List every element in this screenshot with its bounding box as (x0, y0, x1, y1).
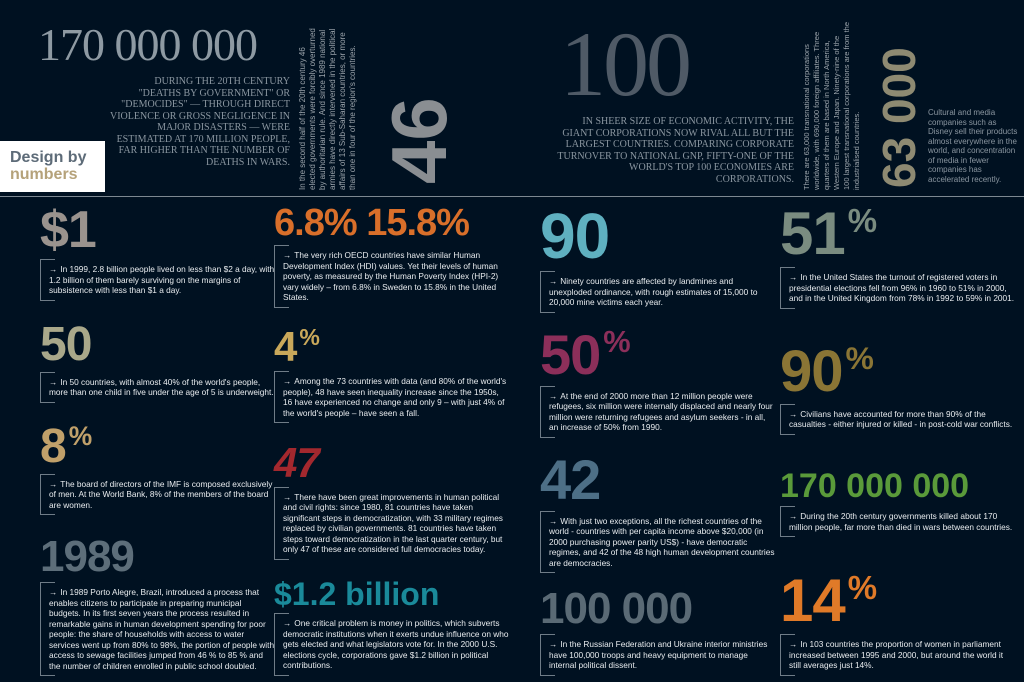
fact-figure: $1 (40, 201, 97, 259)
logo-line1: Design by (10, 149, 87, 166)
fact-note: → The very rich OECD countries have simil… (274, 245, 509, 308)
fact-note: → The board of directors of the IMF is co… (40, 473, 275, 515)
facts-column-3: 90 → Ninety countries are affected by lan… (540, 204, 775, 676)
arrow-icon: → (49, 264, 58, 274)
fact-note: → Among the 73 countries with data (and 8… (274, 371, 509, 424)
fact-card: 6.8% 15.8% → The very rich OECD countries… (274, 204, 509, 308)
transnationals-figure: 63 000 (873, 47, 925, 188)
fact-card: 90% → Civilians have accounted for more t… (780, 338, 1015, 435)
fact-note: → There have been great improvements in h… (274, 486, 509, 560)
fact-figure: 6.8% 15.8% (274, 202, 470, 244)
fact-note: → One critical problem is money in politi… (274, 613, 509, 676)
fact-figure: 90 (540, 200, 610, 272)
fact-note: → Ninety countries are affected by landmi… (540, 271, 775, 313)
deaths-text: During the 20th century "deaths by gover… (110, 76, 290, 168)
fact-card: 4% → Among the 73 countries with data (an… (274, 323, 509, 424)
arrow-icon: → (49, 376, 58, 387)
arrow-icon: → (283, 491, 292, 502)
fact-figure: 170 000 000 (780, 467, 970, 506)
arrow-icon: → (283, 250, 292, 260)
fact-card: 1989 → In 1989 Porto Alegre, Brazil, intr… (40, 535, 275, 676)
fact-card: 90 → Ninety countries are affected by lan… (540, 204, 775, 313)
fact-figure: $1.2 billion (274, 576, 440, 613)
arrow-icon: → (549, 515, 558, 526)
fact-card: 51% → In the United States the turnout of… (780, 204, 1015, 309)
fact-card: 170 000 000 → During the 20th century gov… (780, 467, 1015, 538)
divider (0, 196, 1024, 197)
arrow-icon: → (789, 272, 798, 282)
arrow-icon: → (49, 478, 58, 489)
logo-line2: numbers (10, 166, 78, 183)
fact-note: → During the 20th century governments kil… (780, 506, 1015, 538)
coups-text: In the second half of the 20th century 4… (298, 28, 357, 190)
arrow-icon: → (549, 276, 558, 286)
fact-figure: 51% (780, 200, 877, 267)
facts-column-1: $1 → In 1999, 2.8 billion people lived on… (40, 204, 275, 676)
fact-figure: 4% (274, 323, 320, 371)
fact-note: → In the United States the turnout of reg… (780, 267, 1015, 309)
arrow-icon: → (283, 376, 292, 387)
arrow-icon: → (283, 618, 292, 629)
logo: Design by numbers (0, 141, 105, 192)
fact-note: → In the Russian Federation and Ukraine i… (540, 634, 775, 676)
fact-card: 50 → In 50 countries, with almost 40% of … (40, 317, 275, 403)
fact-figure: 100 000 (540, 584, 693, 634)
fact-figure: 42 (540, 447, 601, 511)
arrow-icon: → (49, 587, 58, 597)
facts-column-4: 51% → In the United States the turnout of… (780, 204, 1015, 676)
fact-note: → Civilians have accounted for more than … (780, 403, 1015, 435)
fact-figure: 14% (780, 567, 877, 635)
arrow-icon: → (549, 390, 558, 401)
fact-figure: 47 (274, 438, 320, 486)
fact-note: → In 103 countries the proportion of wome… (780, 634, 1015, 676)
economies-figure: 100 (560, 13, 692, 115)
fact-figure: 1989 (40, 532, 135, 581)
fact-note: → At the end of 2000 more than 12 million… (540, 385, 775, 438)
facts-column-2: 6.8% 15.8% → The very rich OECD countries… (274, 204, 509, 676)
fact-note: → With just two exceptions, all the riche… (540, 510, 775, 574)
economies-text: In sheer size of economic activity, the … (557, 116, 794, 185)
fact-figure: 8% (40, 419, 92, 473)
arrow-icon: → (789, 408, 798, 419)
coups-figure: 46 (375, 97, 463, 184)
fact-note: → In 1989 Porto Alegre, Brazil, introduce… (40, 582, 275, 676)
fact-figure: 50 (40, 317, 92, 371)
fact-card: 100 000 → In the Russian Federation and U… (540, 587, 775, 676)
arrow-icon: → (789, 639, 798, 650)
fact-figure: 90% (780, 338, 874, 404)
media-text: Cultural and media companies such as Dis… (928, 108, 1018, 184)
fact-note: → In 50 countries, with almost 40% of the… (40, 371, 275, 403)
fact-figure: 50% (540, 322, 631, 386)
fact-card: $1 → In 1999, 2.8 billion people lived on… (40, 204, 275, 301)
transnationals-text: There are 63,000 transnational corporati… (802, 21, 861, 190)
fact-card: 50% → At the end of 2000 more than 12 mil… (540, 322, 775, 438)
deaths-figure: 170 000 000 (38, 19, 258, 70)
fact-note: → In 1999, 2.8 billion people lived on le… (40, 259, 275, 301)
fact-card: $1.2 billion → One critical problem is mo… (274, 578, 509, 676)
arrow-icon: → (789, 511, 798, 522)
fact-card: 42 → With just two exceptions, all the ri… (540, 447, 775, 574)
fact-card: 14% → In 103 countries the proportion of … (780, 571, 1015, 676)
arrow-icon: → (549, 639, 558, 650)
fact-card: 47 → There have been great improvements i… (274, 438, 509, 560)
fact-card: 8% → The board of directors of the IMF is… (40, 419, 275, 515)
